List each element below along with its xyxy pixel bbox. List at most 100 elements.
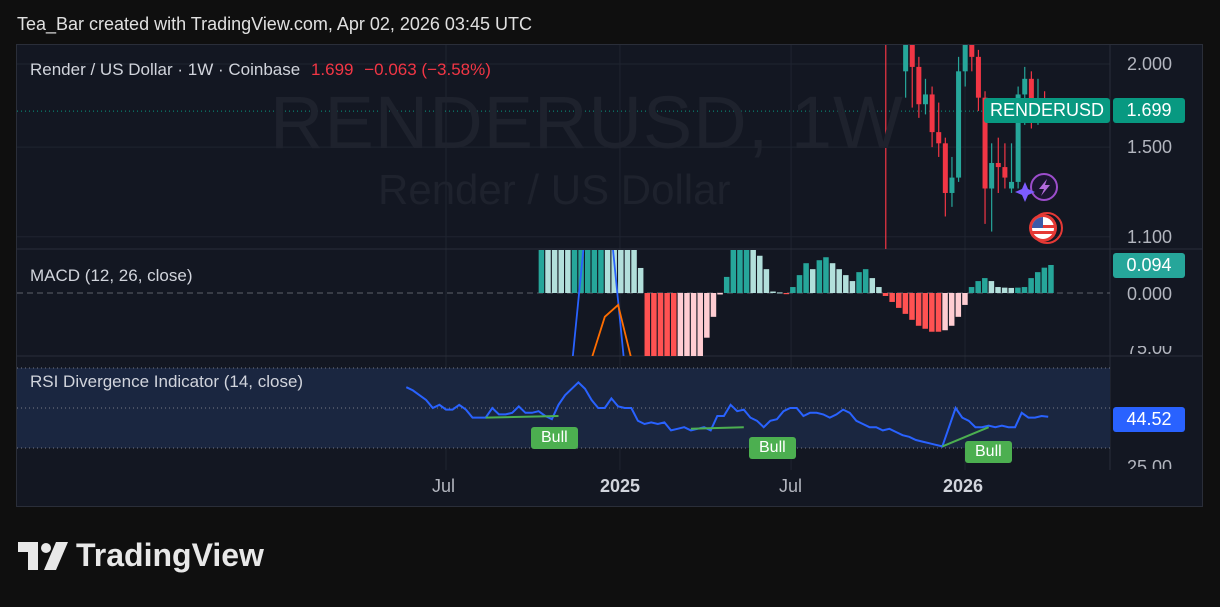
time-axis-label: 2025 [600,476,641,496]
macd-histogram-bar [896,293,902,308]
macd-histogram-bar [571,250,578,293]
price-axis-label: 2.000 [1127,54,1173,74]
macd-histogram-bar [624,250,631,293]
rsi-legend[interactable]: RSI Divergence Indicator (14, close) [30,372,304,391]
macd-histogram-bar [697,293,703,356]
price-axis-label: 1.500 [1127,137,1173,157]
us-flag-icon[interactable] [1029,212,1063,244]
macd-histogram-bar [776,292,783,294]
macd-histogram-bar [584,250,591,293]
macd-histogram-bar [856,272,862,293]
macd-histogram-bar [1048,264,1054,293]
macd-histogram-bar [677,293,684,356]
candle-down [916,66,922,105]
macd-histogram-bar [1021,287,1028,293]
bull-divergence-line [941,426,990,448]
time-axis-label: Jul [779,476,803,496]
macd-histogram-bar [604,250,611,293]
macd-histogram-bar [618,250,624,293]
watermark-name: Render / US Dollar [378,166,731,213]
symbol-description: Render / US Dollar · 1W · Coinbase [30,60,301,79]
macd-histogram-bar [955,293,962,317]
macd-histogram-bar [968,287,975,293]
macd-histogram-bar [690,293,697,356]
macd-histogram-bar [889,293,895,302]
candle-down [909,45,915,67]
macd-histogram-bar [770,291,776,293]
macd-histogram-bar [743,250,750,293]
macd-histogram-bar [538,250,545,293]
macd-histogram-bar [763,269,770,293]
time-axis-label: 2026 [943,476,984,496]
macd-histogram-bar [783,293,790,295]
macd-histogram-bar [915,293,922,326]
macd-histogram-bar [988,281,995,293]
macd-histogram-bar [565,250,571,293]
macd-histogram-bar [710,293,717,317]
macd-zero-label: 0.000 [1127,284,1173,304]
bull-divergence-label: Bull [965,441,1012,463]
macd-histogram-bar [1008,287,1015,293]
candle-up [989,162,995,189]
macd-histogram-bar [1001,287,1008,293]
macd-histogram-bar [704,293,710,338]
macd-histogram-bar [935,293,942,332]
macd-histogram-bar [545,250,551,293]
macd-histogram-bar [598,250,604,293]
macd-histogram-bar [637,267,644,293]
macd-histogram-bar [551,250,558,293]
signal-line [591,303,632,356]
symbol-legend[interactable]: Render / US Dollar · 1W · Coinbase 1.699… [30,60,491,80]
macd-histogram-bar [1034,272,1041,293]
rsi-line [405,381,1049,448]
candle-down [1002,167,1008,178]
tradingview-logo-icon [18,541,68,570]
macd-histogram-bar [631,250,637,293]
candle-down [975,56,981,98]
tradingview-logo[interactable]: TradingView [18,537,264,574]
candle-down [995,162,1001,168]
rsi-value-tag: 44.52 [1113,407,1185,432]
macd-histogram-bar [651,293,657,356]
macd-histogram-bar [882,293,889,296]
lightning-icon[interactable] [1030,173,1058,201]
macd-histogram-bar [876,287,882,293]
macd-histogram-bar [982,278,988,293]
macd-histogram-bar [929,293,935,332]
macd-histogram-bar [803,263,809,293]
legend-price: 1.699 [310,60,354,79]
sparkle-icon [1015,182,1035,202]
macd-histogram-bar [664,293,670,356]
rsi-axis-label-25: 25.00 [1127,457,1173,469]
macd-histogram-bar [790,287,796,293]
candle-down [929,94,935,133]
macd-histogram-bar [723,276,730,293]
macd-histogram-bar [823,257,829,293]
macd-histogram-bar [730,250,737,293]
candle-down [942,143,948,193]
macd-histogram-bar [922,293,928,329]
candle-down [883,30,888,36]
watermark-ticker: RENDERUSD, 1W [270,81,904,164]
last-price-tag: 1.699 [1113,98,1185,123]
macd-histogram-bar [750,250,756,293]
macd-legend[interactable]: MACD (12, 26, close) [30,266,193,285]
symbol-price-tag: RENDERUSD [984,98,1111,123]
macd-histogram-bar [809,269,816,293]
macd-histogram-bar [796,275,803,293]
macd-histogram-bar [1041,267,1048,293]
rsi-axis-label-75: 75.00 [1127,346,1173,358]
bull-divergence-label: Bull [749,437,796,459]
macd-histogram-bar [816,260,823,293]
macd-value-tag: 0.094 [1113,253,1185,278]
macd-histogram-bar [671,293,677,356]
macd-histogram-bar [717,293,723,295]
macd-histogram-bar [1015,287,1021,293]
macd-histogram-bar [843,275,849,293]
macd-histogram-bar [684,293,690,356]
macd-histogram-bar [942,293,948,331]
macd-histogram-bar [902,293,909,314]
macd-histogram-bar [948,293,955,326]
macd-histogram-bar [869,278,876,293]
